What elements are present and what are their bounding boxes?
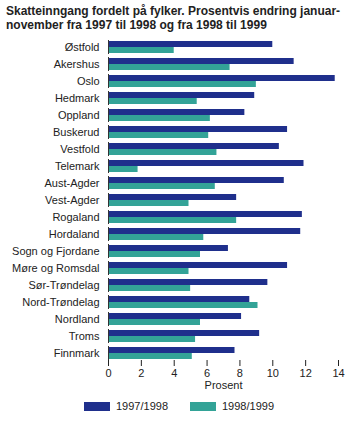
svg-text:Hordaland: Hordaland [49,228,100,240]
svg-text:Hedmark: Hedmark [55,92,100,104]
svg-text:Sør-Trøndelag: Sør-Trøndelag [28,279,99,291]
svg-text:Østfold: Østfold [65,41,100,53]
svg-text:Akershus: Akershus [54,58,100,70]
svg-text:Nord-Trøndelag: Nord-Trøndelag [22,296,99,308]
svg-text:Finnmark: Finnmark [54,347,100,359]
svg-text:0: 0 [105,367,111,379]
svg-text:6: 6 [204,367,210,379]
svg-text:Prosent: Prosent [205,379,243,391]
svg-text:10: 10 [267,367,279,379]
svg-text:Telemark: Telemark [55,160,100,172]
svg-text:Vestfold: Vestfold [60,143,99,155]
html-text:1998/1999: 1998/1999 [222,400,274,412]
svg-text:8: 8 [237,367,243,379]
html-text:1997/1998: 1997/1998 [116,400,168,412]
svg-text:Rogaland: Rogaland [52,211,99,223]
svg-text:Aust-Agder: Aust-Agder [44,177,99,189]
svg-text:Sogn og Fjordane: Sogn og Fjordane [12,245,99,257]
svg-text:4: 4 [171,367,177,379]
html-text:Skatteinngang fordelt på fylke: Skatteinngang fordelt på fylker. Prosent… [6,4,341,32]
svg-text:Møre og Romsdal: Møre og Romsdal [12,262,99,274]
svg-text:Vest-Agder: Vest-Agder [45,194,100,206]
svg-text:12: 12 [300,367,312,379]
svg-text:Buskerud: Buskerud [53,126,99,138]
svg-text:Nordland: Nordland [55,313,100,325]
svg-text:Oslo: Oslo [77,75,100,87]
svg-text:14: 14 [332,367,344,379]
svg-text:Oppland: Oppland [58,109,100,121]
svg-text:Troms: Troms [69,330,100,342]
svg-text:2: 2 [138,367,144,379]
